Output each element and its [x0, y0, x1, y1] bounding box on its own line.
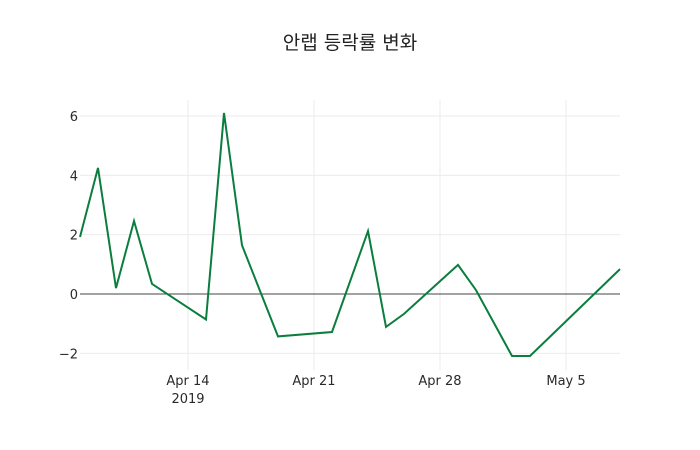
- chart-title: 안랩 등락률 변화: [282, 32, 418, 54]
- x-tick-year-label: 2019: [171, 392, 204, 407]
- x-tick-label: May 5: [546, 374, 585, 389]
- series-line: [79, 112, 621, 357]
- y-tick-label: 2: [70, 229, 78, 244]
- x-tick-label: Apr 28: [418, 374, 461, 389]
- x-axis-ticks: Apr 14 2019 Apr 21 Apr 28 May 5: [166, 374, 585, 407]
- y-tick-label: −2: [59, 347, 78, 362]
- x-tick-label: Apr 14: [166, 374, 209, 389]
- y-tick-label: 6: [70, 110, 78, 125]
- grid-lines: [80, 100, 620, 370]
- y-tick-label: 4: [70, 169, 78, 184]
- x-tick-label: Apr 21: [292, 374, 335, 389]
- y-tick-label: 0: [70, 288, 78, 303]
- y-axis-ticks: −2 0 2 4 6: [59, 110, 78, 362]
